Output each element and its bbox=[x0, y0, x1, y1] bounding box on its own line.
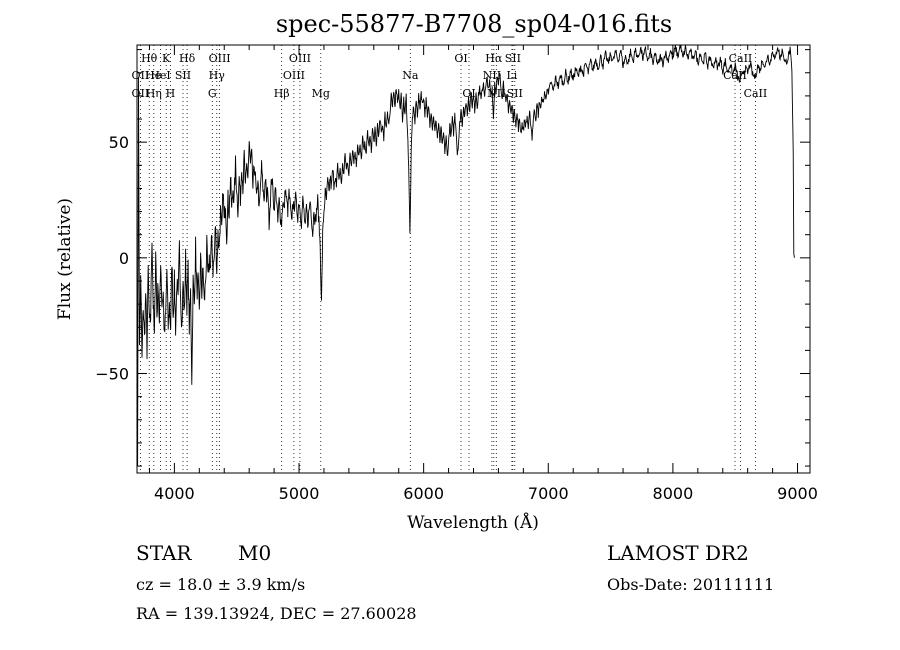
line-label: SII bbox=[507, 87, 523, 100]
line-label: Hα bbox=[485, 52, 503, 65]
line-label: He bbox=[145, 69, 161, 82]
line-label: Na bbox=[402, 69, 419, 82]
chart-title: spec-55877-B7708_sp04-016.fits bbox=[276, 10, 672, 38]
x-tick-label: 6000 bbox=[403, 484, 444, 503]
line-label: Li bbox=[506, 69, 517, 82]
line-label: OII bbox=[132, 87, 150, 100]
redshift: cz = 18.0 ± 3.9 km/s bbox=[136, 575, 306, 594]
line-label: G bbox=[208, 87, 217, 100]
line-label: NII bbox=[483, 69, 501, 82]
line-label: CaII bbox=[729, 52, 753, 65]
line-label: OII bbox=[132, 69, 150, 82]
x-tick-label: 8000 bbox=[653, 484, 694, 503]
line-label: Mg bbox=[312, 87, 330, 100]
line-label: SII bbox=[505, 52, 521, 65]
line-label: K bbox=[162, 52, 171, 65]
object-class: STAR bbox=[136, 541, 192, 565]
line-label: SII bbox=[175, 69, 191, 82]
spectrum-series bbox=[137, 44, 795, 467]
line-label: Hδ bbox=[179, 52, 196, 65]
line-label: Hγ bbox=[209, 69, 226, 82]
line-label: Hθ bbox=[141, 52, 158, 65]
y-tick-label: 0 bbox=[119, 249, 129, 268]
line-label: OI bbox=[454, 52, 467, 65]
line-label: CaII bbox=[723, 69, 747, 82]
y-tick-label: −50 bbox=[95, 365, 129, 384]
x-axis-label: Wavelength (Å) bbox=[407, 512, 539, 533]
line-label: NII bbox=[487, 87, 505, 100]
x-tick-label: 5000 bbox=[279, 484, 320, 503]
x-tick-label: 9000 bbox=[777, 484, 818, 503]
y-axis-label: Flux (relative) bbox=[55, 198, 75, 320]
line-label: OIII bbox=[283, 69, 305, 82]
spectrum-plot bbox=[137, 44, 795, 467]
subclass: M0 bbox=[238, 541, 272, 565]
x-tick-label: 4000 bbox=[154, 484, 195, 503]
line-label: Hη bbox=[146, 87, 162, 100]
obs-date: Obs-Date: 20111111 bbox=[607, 575, 775, 594]
line-label: HeI bbox=[150, 69, 170, 82]
line-label: OIII bbox=[209, 52, 231, 65]
line-label: Hβ bbox=[274, 87, 290, 100]
axis-ticks: 4000 5000 6000 7000 8000 9000 −50 0 50 bbox=[95, 45, 818, 503]
coordinates: RA = 139.13924, DEC = 27.60028 bbox=[136, 604, 417, 623]
line-label: OI bbox=[462, 87, 475, 100]
x-tick-label: 7000 bbox=[528, 484, 569, 503]
survey-name: LAMOST DR2 bbox=[607, 541, 749, 565]
line-markers bbox=[139, 45, 756, 473]
plot-frame bbox=[136, 44, 811, 474]
line-label: H bbox=[166, 87, 176, 100]
line-label: OIII bbox=[289, 52, 311, 65]
y-tick-label: 50 bbox=[109, 133, 129, 152]
line-label: CaII bbox=[744, 87, 768, 100]
